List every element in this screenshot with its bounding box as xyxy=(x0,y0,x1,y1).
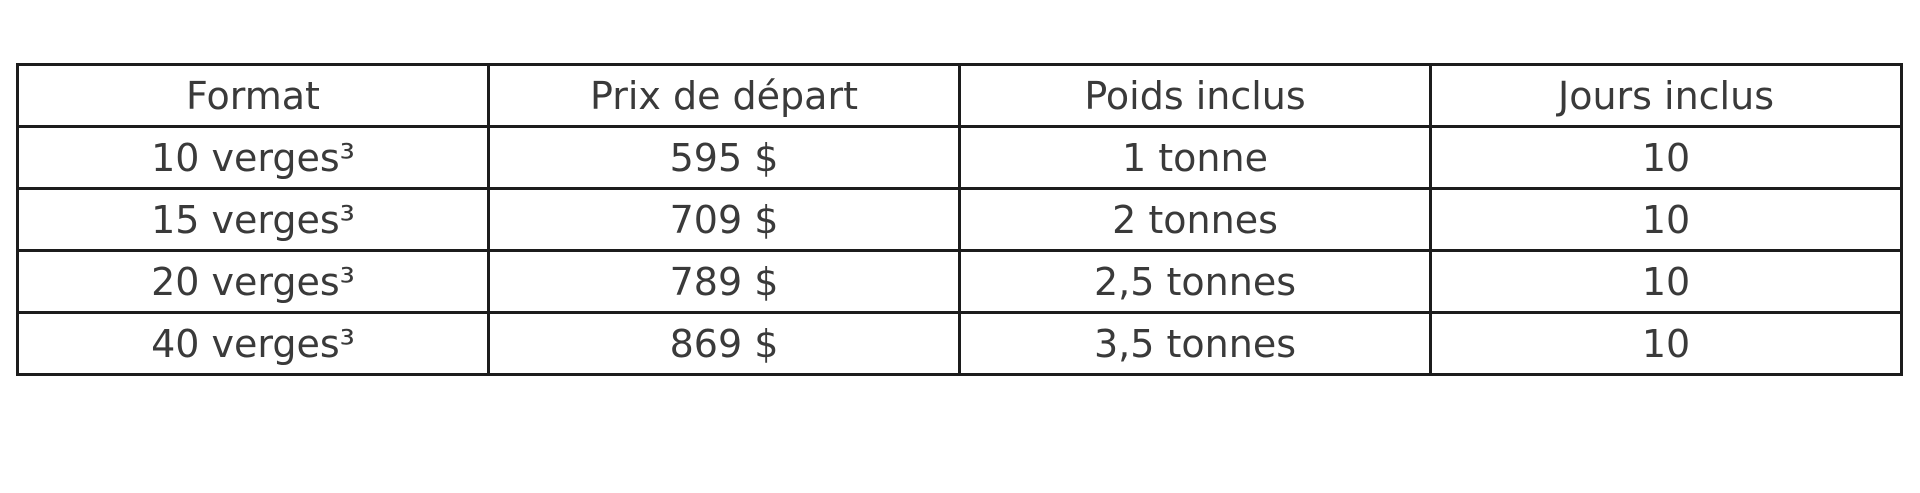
cell-format: 40 verges³ xyxy=(16,311,490,376)
table-header-row: Format Prix de départ Poids inclus Jours… xyxy=(16,63,1903,128)
cell-included-weight: 1 tonne xyxy=(958,125,1432,190)
table-row: 40 verges³ 869 $ 3,5 tonnes 10 xyxy=(16,311,1903,376)
cell-included-weight: 3,5 tonnes xyxy=(958,311,1432,376)
cell-included-days: 10 xyxy=(1429,311,1903,376)
cell-starting-price: 595 $ xyxy=(487,125,961,190)
cell-included-weight: 2 tonnes xyxy=(958,187,1432,252)
column-header-starting-price: Prix de départ xyxy=(487,63,961,128)
cell-starting-price: 709 $ xyxy=(487,187,961,252)
cell-included-weight: 2,5 tonnes xyxy=(958,249,1432,314)
table-row: 15 verges³ 709 $ 2 tonnes 10 xyxy=(16,187,1903,252)
column-header-included-weight: Poids inclus xyxy=(958,63,1432,128)
cell-starting-price: 869 $ xyxy=(487,311,961,376)
cell-included-days: 10 xyxy=(1429,125,1903,190)
cell-format: 10 verges³ xyxy=(16,125,490,190)
cell-starting-price: 789 $ xyxy=(487,249,961,314)
cell-format: 20 verges³ xyxy=(16,249,490,314)
cell-included-days: 10 xyxy=(1429,249,1903,314)
pricing-table: Format Prix de départ Poids inclus Jours… xyxy=(16,63,1903,376)
column-header-format: Format xyxy=(16,63,490,128)
cell-included-days: 10 xyxy=(1429,187,1903,252)
cell-format: 15 verges³ xyxy=(16,187,490,252)
table-row: 20 verges³ 789 $ 2,5 tonnes 10 xyxy=(16,249,1903,314)
column-header-included-days: Jours inclus xyxy=(1429,63,1903,128)
table-row: 10 verges³ 595 $ 1 tonne 10 xyxy=(16,125,1903,190)
